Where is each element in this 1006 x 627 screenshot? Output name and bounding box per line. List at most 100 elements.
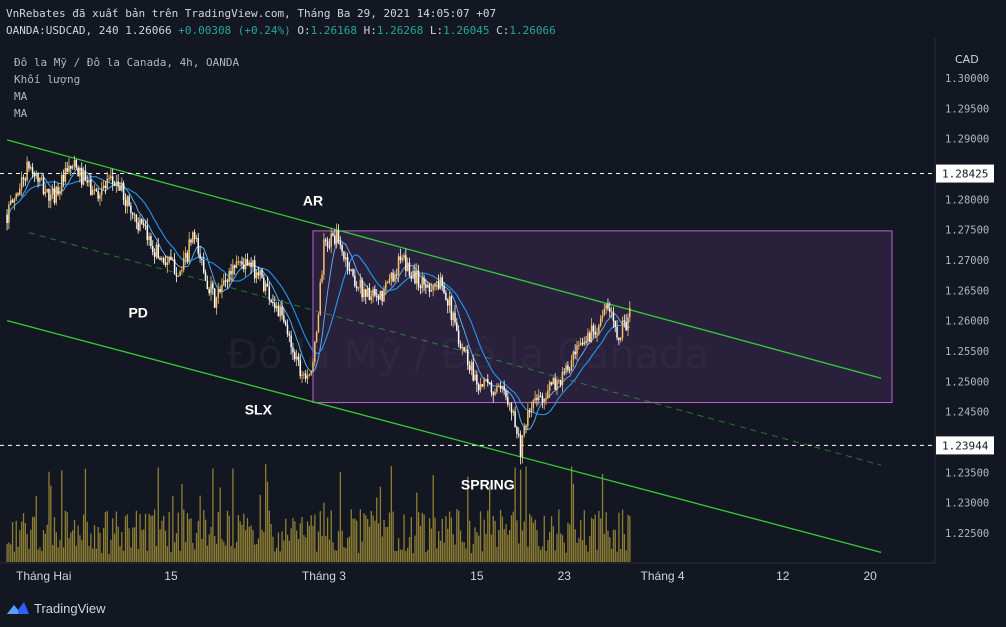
candle-body[interactable] bbox=[463, 346, 465, 351]
candle-body[interactable] bbox=[284, 321, 287, 325]
candle-body[interactable] bbox=[421, 277, 423, 289]
candle-body[interactable] bbox=[607, 304, 609, 309]
candle-body[interactable] bbox=[414, 270, 416, 284]
candle-body[interactable] bbox=[374, 288, 376, 296]
candle-body[interactable] bbox=[37, 173, 39, 182]
candle-body[interactable] bbox=[62, 174, 65, 182]
candle-body[interactable] bbox=[33, 173, 36, 177]
candle-body[interactable] bbox=[164, 262, 167, 265]
candle-body[interactable] bbox=[101, 188, 103, 195]
candle-body[interactable] bbox=[454, 312, 456, 323]
candle-body[interactable] bbox=[6, 214, 8, 223]
candle-body[interactable] bbox=[46, 189, 48, 192]
candle-body[interactable] bbox=[195, 237, 198, 239]
candle-body[interactable] bbox=[388, 279, 391, 283]
candle-body[interactable] bbox=[117, 181, 119, 187]
candle-body[interactable] bbox=[121, 183, 123, 191]
candle-body[interactable] bbox=[499, 385, 502, 389]
candle-body[interactable] bbox=[252, 260, 254, 268]
candle-body[interactable] bbox=[372, 288, 374, 297]
annotation-pd[interactable]: PD bbox=[128, 305, 147, 321]
candle-body[interactable] bbox=[9, 200, 12, 205]
candle-body[interactable] bbox=[279, 306, 281, 317]
candle-body[interactable] bbox=[190, 239, 192, 243]
candle-body[interactable] bbox=[228, 271, 230, 282]
candle-body[interactable] bbox=[290, 335, 292, 348]
candle-body[interactable] bbox=[392, 272, 394, 282]
candle-body[interactable] bbox=[425, 284, 427, 288]
candle-body[interactable] bbox=[188, 239, 190, 262]
candle-body[interactable] bbox=[426, 284, 429, 288]
candle-body[interactable] bbox=[15, 193, 17, 199]
candle-body[interactable] bbox=[29, 167, 32, 169]
candle-body[interactable] bbox=[204, 272, 207, 281]
candle-body[interactable] bbox=[244, 259, 247, 270]
candle-body[interactable] bbox=[208, 289, 210, 294]
candle-body[interactable] bbox=[337, 230, 340, 242]
candle-body[interactable] bbox=[596, 332, 598, 335]
candle-body[interactable] bbox=[239, 261, 241, 263]
candle-body[interactable] bbox=[277, 305, 280, 317]
candle-body[interactable] bbox=[559, 380, 562, 385]
volume-indicator-label[interactable]: Khối lượng bbox=[14, 73, 81, 86]
candle-body[interactable] bbox=[359, 279, 362, 288]
annotation-ar[interactable]: AR bbox=[303, 192, 323, 208]
candle-body[interactable] bbox=[150, 236, 152, 246]
candle-body[interactable] bbox=[410, 275, 413, 279]
candle-body[interactable] bbox=[550, 382, 553, 385]
candle-body[interactable] bbox=[507, 397, 509, 405]
candle-body[interactable] bbox=[232, 265, 234, 275]
candle-body[interactable] bbox=[324, 239, 327, 242]
candle-body[interactable] bbox=[79, 168, 81, 177]
candle-body[interactable] bbox=[286, 324, 289, 335]
candle-body[interactable] bbox=[623, 320, 626, 322]
candle-body[interactable] bbox=[102, 185, 105, 189]
candle-body[interactable] bbox=[395, 274, 398, 276]
candle-body[interactable] bbox=[263, 277, 265, 292]
channel-line-upper[interactable] bbox=[6, 139, 882, 379]
candle-body[interactable] bbox=[128, 196, 130, 206]
candle-body[interactable] bbox=[492, 392, 494, 395]
candle-body[interactable] bbox=[570, 360, 573, 371]
candle-body[interactable] bbox=[246, 259, 249, 266]
candle-body[interactable] bbox=[572, 351, 575, 361]
candle-body[interactable] bbox=[28, 161, 30, 169]
candle-body[interactable] bbox=[587, 332, 589, 342]
candle-body[interactable] bbox=[17, 193, 19, 195]
candle-body[interactable] bbox=[532, 400, 535, 408]
candle-body[interactable] bbox=[394, 274, 396, 282]
candle-body[interactable] bbox=[588, 332, 591, 342]
candle-body[interactable] bbox=[406, 262, 409, 271]
candle-body[interactable] bbox=[42, 177, 45, 195]
candle-body[interactable] bbox=[323, 239, 325, 275]
candle-body[interactable] bbox=[237, 261, 240, 263]
candle-body[interactable] bbox=[563, 372, 566, 374]
candle-body[interactable] bbox=[86, 180, 88, 183]
candle-body[interactable] bbox=[31, 167, 34, 174]
candle-body[interactable] bbox=[525, 425, 527, 427]
candle-body[interactable] bbox=[539, 395, 542, 397]
candle-body[interactable] bbox=[599, 318, 602, 326]
candle-body[interactable] bbox=[99, 194, 101, 199]
candle-body[interactable] bbox=[283, 315, 285, 322]
candle-body[interactable] bbox=[90, 179, 92, 195]
candle-body[interactable] bbox=[210, 283, 212, 294]
candle-body[interactable] bbox=[348, 268, 351, 271]
candle-body[interactable] bbox=[13, 198, 16, 203]
candle-body[interactable] bbox=[521, 435, 524, 457]
candle-body[interactable] bbox=[82, 171, 85, 185]
candle-body[interactable] bbox=[610, 311, 613, 313]
candle-body[interactable] bbox=[594, 331, 596, 335]
candle-body[interactable] bbox=[126, 196, 129, 207]
candle-body[interactable] bbox=[124, 200, 127, 207]
candle-body[interactable] bbox=[505, 390, 507, 398]
candle-body[interactable] bbox=[583, 341, 586, 345]
candle-body[interactable] bbox=[443, 285, 445, 293]
candle-body[interactable] bbox=[326, 241, 329, 247]
candle-body[interactable] bbox=[519, 434, 522, 457]
candle-body[interactable] bbox=[319, 282, 322, 315]
candle-body[interactable] bbox=[412, 270, 414, 279]
candle-body[interactable] bbox=[536, 397, 538, 401]
candle-body[interactable] bbox=[51, 188, 54, 195]
candle-body[interactable] bbox=[106, 178, 108, 189]
